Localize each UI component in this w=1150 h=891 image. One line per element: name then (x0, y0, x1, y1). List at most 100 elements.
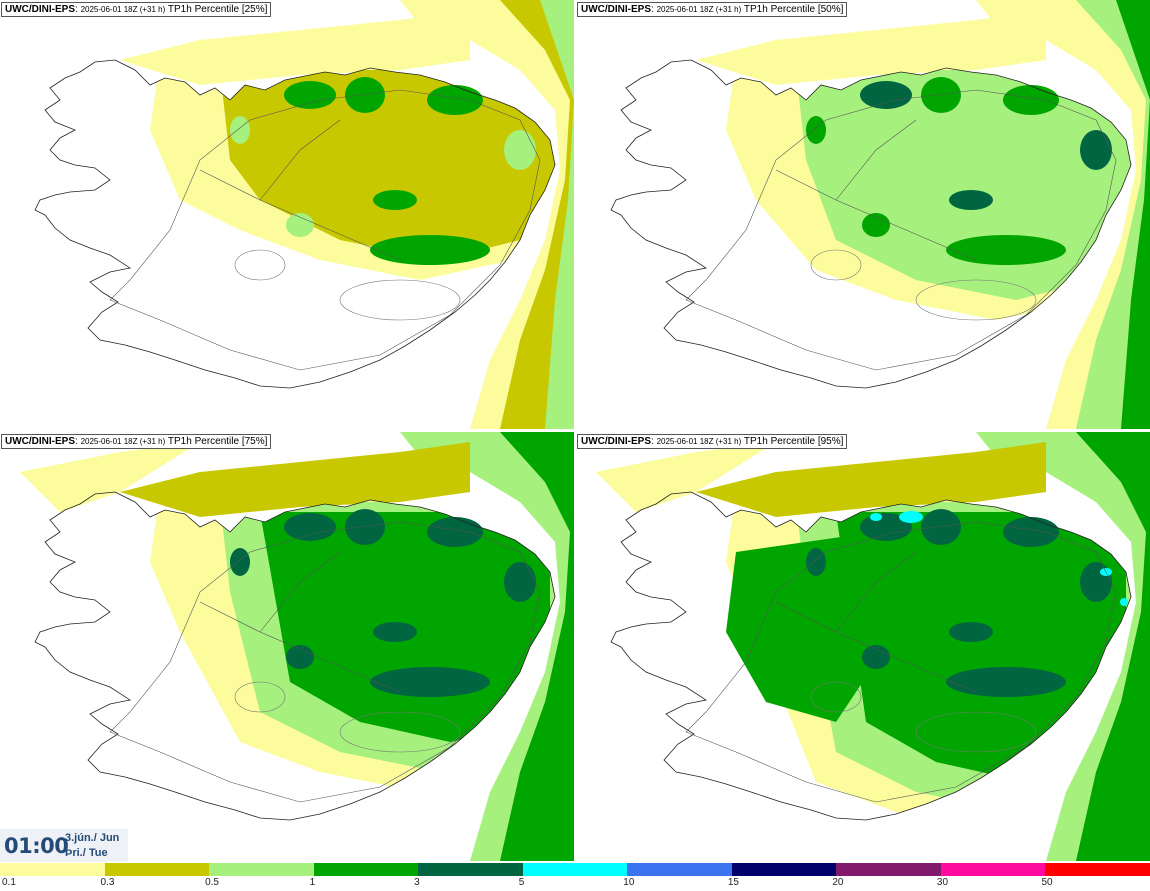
valid-time: 01:00 (4, 834, 69, 858)
ocean-precip-core (540, 0, 574, 429)
panel-p95: UWC/DINI-EPS: 2025-06-01 18Z (+31 h) TP1… (576, 432, 1150, 861)
legend-swatch (731, 863, 837, 876)
precip-cell (1080, 562, 1112, 602)
ocean-precip-core (1116, 0, 1150, 429)
ring-road (109, 89, 541, 371)
glacier-outline (339, 711, 461, 753)
legend-swatch (104, 863, 210, 876)
highland-road (835, 119, 917, 201)
precip-cell (370, 667, 490, 697)
panel-p50: UWC/DINI-EPS: 2025-06-01 18Z (+31 h) TP1… (576, 0, 1150, 429)
precip-cell (427, 517, 483, 547)
precip-cell (1003, 85, 1059, 115)
roads (685, 521, 1117, 803)
legend-tick-label: 10 (623, 877, 635, 888)
ocean-precip-core (1116, 432, 1150, 861)
precip-map (34, 0, 574, 429)
precip-cell (946, 667, 1066, 697)
legend-tick-label: 50 (1041, 877, 1053, 888)
legend-swatch (627, 863, 732, 876)
precip-cell (345, 77, 385, 113)
precip-cell (921, 77, 961, 113)
precip-cell (427, 85, 483, 115)
legend-swatch (836, 863, 941, 876)
glacier-outline (915, 711, 1037, 753)
precip-cell (373, 190, 417, 210)
panel-p75: UWC/DINI-EPS: 2025-06-01 18Z (+31 h) TP1… (0, 432, 574, 861)
highland-road (775, 601, 977, 693)
panel-p25: UWC/DINI-EPS: 2025-06-01 18Z (+31 h) TP1… (0, 0, 574, 429)
precip-cell (806, 548, 826, 576)
glacier-outline (234, 249, 286, 281)
precip-cell (504, 130, 536, 170)
roads (109, 521, 541, 803)
north-coast-precip (696, 442, 1046, 517)
precip-cell (921, 509, 961, 545)
precip-cell (806, 116, 826, 144)
precip-field (120, 0, 574, 429)
panel-label: UWC/DINI-EPS: 2025-06-01 18Z (+31 h) TP1… (577, 2, 848, 17)
precip-map (20, 432, 574, 861)
precip-cell (946, 235, 1066, 265)
precip-cell-peak (870, 513, 882, 521)
northwest-precip (20, 442, 200, 512)
precip-cell (370, 235, 490, 265)
legend-swatch (1045, 863, 1150, 876)
legend-labels: 0.1 0.3 0.5 1 3 5 10 15 20 30 50 (0, 877, 1150, 891)
glacier-outline (810, 681, 862, 713)
panel-label: UWC/DINI-EPS: 2025-06-01 18Z (+31 h) TP1… (1, 434, 272, 449)
land-precip (150, 60, 555, 280)
northwest-precip (596, 442, 776, 512)
highland-road (199, 601, 401, 693)
highland-road (775, 169, 977, 261)
precip-cell (286, 213, 314, 237)
glacier-outline (234, 681, 286, 713)
precip-cell (1003, 517, 1059, 547)
glacier-outline (915, 279, 1037, 321)
north-coast-precip (120, 442, 470, 517)
legend-swatch (522, 863, 628, 876)
valid-time-box: 01:00 3.jún./ Jun Þri./ Tue (0, 829, 128, 862)
legend-tick-label: 3 (414, 877, 420, 888)
highland-road (259, 119, 341, 201)
legend-swatch (209, 863, 314, 876)
precip-cell (1080, 130, 1112, 170)
coastline (34, 59, 556, 389)
legend-tick-label: 0.5 (205, 877, 219, 888)
highland-road (835, 551, 917, 633)
roads (685, 89, 1117, 371)
precip-cell (286, 645, 314, 669)
precip-cell (345, 509, 385, 545)
ocean-precip-core (540, 432, 574, 861)
legend-swatch (313, 863, 419, 876)
legend-swatch (0, 863, 105, 876)
precip-field (20, 432, 574, 861)
land-precip-heavy (836, 512, 1126, 782)
panel-label: UWC/DINI-EPS: 2025-06-01 18Z (+31 h) TP1… (577, 434, 848, 449)
precip-cell (373, 622, 417, 642)
glacier-outline (810, 249, 862, 281)
land-precip-heavy-west (726, 532, 896, 722)
north-coast-precip (120, 10, 470, 85)
precip-cell-peak (1120, 598, 1128, 606)
valid-date-line1: 3.jún./ Jun (65, 832, 120, 844)
glacier-outline (339, 279, 461, 321)
legend-tick-label: 5 (518, 877, 525, 888)
precip-cell (949, 190, 993, 210)
precip-cell (862, 213, 890, 237)
precip-cell (230, 548, 250, 576)
coastline (610, 491, 1132, 821)
precip-cell (949, 622, 993, 642)
legend-swatch (940, 863, 1046, 876)
precip-map (596, 432, 1150, 861)
legend-tick-label: 0.1 (2, 877, 16, 888)
highland-road (199, 169, 401, 261)
precip-cell (284, 81, 336, 109)
precip-cell (230, 116, 250, 144)
panel-label: UWC/DINI-EPS: 2025-06-01 18Z (+31 h) TP1… (1, 2, 272, 17)
legend-tick-label: 1 (309, 877, 316, 888)
legend-tick-label: 0.3 (100, 877, 115, 888)
precip-cell (860, 81, 912, 109)
precip-cell (504, 562, 536, 602)
ring-road (685, 89, 1117, 371)
